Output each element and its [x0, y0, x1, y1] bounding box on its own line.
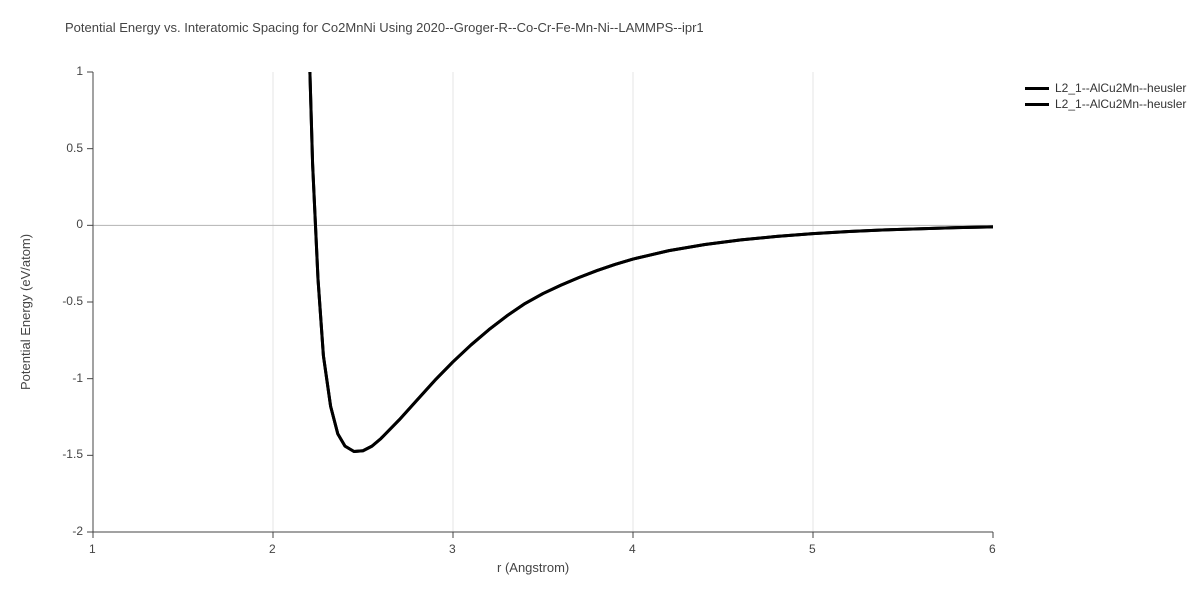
legend-label: L2_1--AlCu2Mn--heusler — [1055, 97, 1186, 111]
x-tick-label: 4 — [629, 542, 636, 556]
x-tick-label: 3 — [449, 542, 456, 556]
x-tick-label: 2 — [269, 542, 276, 556]
x-tick-label: 6 — [989, 542, 996, 556]
x-tick-label: 1 — [89, 542, 96, 556]
y-tick-label: -1.5 — [62, 447, 83, 461]
legend-item[interactable]: L2_1--AlCu2Mn--heusler — [1025, 80, 1186, 96]
x-tick-label: 5 — [809, 542, 816, 556]
legend-swatch — [1025, 103, 1049, 106]
y-tick-label: 0 — [76, 217, 83, 231]
y-tick-label: -2 — [72, 524, 83, 538]
y-tick-label: -0.5 — [62, 294, 83, 308]
legend-label: L2_1--AlCu2Mn--heusler — [1055, 81, 1186, 95]
legend: L2_1--AlCu2Mn--heusler L2_1--AlCu2Mn--heu… — [1025, 80, 1186, 112]
legend-swatch — [1025, 87, 1049, 90]
chart-plot — [0, 0, 1200, 600]
y-tick-label: 1 — [76, 64, 83, 78]
legend-item[interactable]: L2_1--AlCu2Mn--heusler — [1025, 96, 1186, 112]
y-tick-label: 0.5 — [66, 141, 83, 155]
y-tick-label: -1 — [72, 371, 83, 385]
